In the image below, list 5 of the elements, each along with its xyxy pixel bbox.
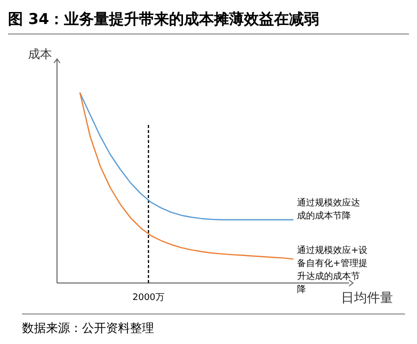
series-label: 通过规模效应达成的成本节降: [297, 198, 360, 222]
chart-title: 图 34：业务量提升带来的成本摊薄效益在减弱: [8, 10, 320, 28]
text: 2000万: [132, 293, 164, 303]
y-axis-title: 成本: [28, 47, 52, 61]
source-note: 数据来源：公开资料整理: [22, 321, 154, 335]
